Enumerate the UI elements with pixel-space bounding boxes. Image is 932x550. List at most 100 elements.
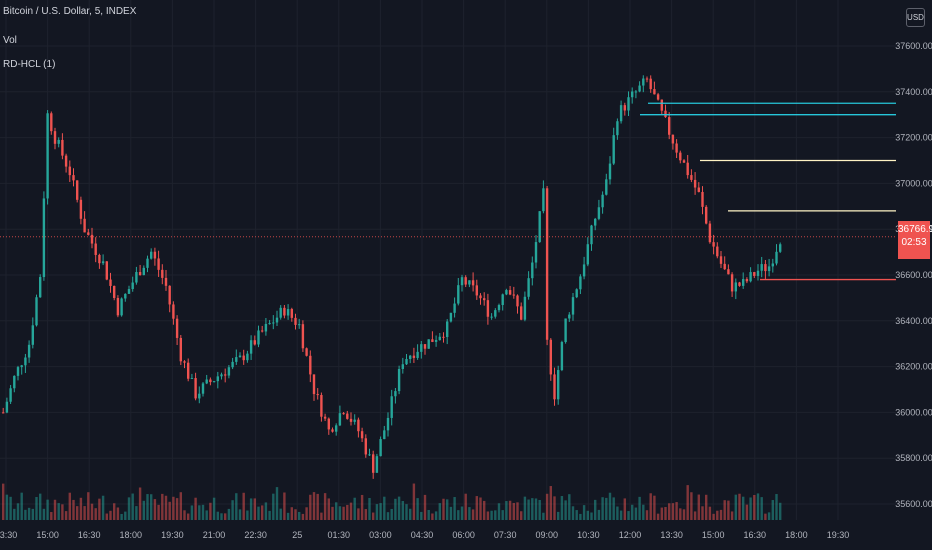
volume-bar bbox=[209, 502, 212, 520]
volume-bar bbox=[172, 496, 175, 520]
candle-body bbox=[394, 391, 397, 397]
volume-bar bbox=[723, 500, 726, 520]
candle-body bbox=[172, 304, 175, 319]
candle-body bbox=[53, 131, 57, 144]
candle-body bbox=[72, 175, 75, 181]
candle-body bbox=[505, 290, 508, 295]
candle-body bbox=[342, 413, 345, 415]
candle-body bbox=[105, 261, 108, 280]
volume-bar bbox=[68, 492, 71, 520]
volume-bar bbox=[542, 512, 545, 520]
candle-body bbox=[468, 280, 471, 285]
candle-body bbox=[557, 370, 560, 400]
candle-body bbox=[705, 206, 708, 224]
candle-body bbox=[201, 383, 205, 394]
volume-bar bbox=[427, 509, 430, 520]
volume-legend[interactable]: Vol bbox=[3, 35, 17, 46]
volume-bar bbox=[634, 507, 638, 520]
volume-bar bbox=[749, 497, 752, 520]
candle-body bbox=[416, 351, 419, 358]
indicator-legend[interactable]: RD-HCL (1) bbox=[3, 59, 56, 70]
volume-bar bbox=[716, 510, 719, 520]
candle-body bbox=[198, 393, 201, 399]
volume-bar bbox=[142, 500, 145, 520]
price-tick-label: 36400.00 bbox=[895, 316, 932, 326]
candle-body bbox=[494, 310, 497, 317]
candle-body bbox=[379, 439, 382, 457]
currency-button[interactable]: USD bbox=[906, 8, 925, 27]
candle-body bbox=[568, 314, 571, 319]
volume-bar bbox=[227, 508, 231, 520]
candle-body bbox=[471, 280, 475, 286]
candle-body bbox=[409, 355, 412, 359]
volume-bar bbox=[2, 483, 5, 520]
candle-body bbox=[431, 339, 434, 342]
candle-body bbox=[57, 139, 60, 144]
candle-body bbox=[79, 199, 83, 219]
candle-body bbox=[438, 336, 441, 341]
volume-bar bbox=[486, 511, 490, 520]
volume-bar bbox=[608, 492, 612, 520]
volume-bar bbox=[79, 497, 83, 520]
candle-body bbox=[242, 355, 245, 361]
volume-bar bbox=[13, 508, 16, 520]
time-tick-label: 03:00 bbox=[369, 530, 392, 540]
candle-body bbox=[120, 298, 123, 316]
volume-bar bbox=[405, 504, 408, 520]
candle-body bbox=[749, 272, 752, 282]
price-axis[interactable]: 35600.00 35800.00 36000.00 36200.00 36400.00… bbox=[895, 41, 932, 509]
candle-body bbox=[397, 368, 401, 392]
volume-bar bbox=[124, 511, 127, 520]
volume-bar bbox=[364, 509, 367, 520]
volume-bar bbox=[64, 511, 68, 520]
candle-body bbox=[390, 396, 393, 418]
volume-bar bbox=[697, 494, 700, 520]
candle-body bbox=[775, 251, 778, 264]
volume-bar bbox=[738, 493, 741, 520]
candle-body bbox=[716, 246, 719, 257]
time-tick-label: 13:30 bbox=[660, 530, 683, 540]
candle-body bbox=[745, 279, 749, 282]
volume-bar bbox=[534, 498, 538, 520]
volume-bar bbox=[235, 493, 238, 520]
candle-body bbox=[501, 294, 504, 306]
volume-bar bbox=[582, 505, 586, 520]
candle-body bbox=[423, 344, 427, 349]
candle-body bbox=[616, 121, 619, 136]
volume-bar bbox=[201, 504, 205, 520]
candle-body bbox=[286, 309, 290, 316]
volume-bar bbox=[560, 496, 564, 520]
candle-body bbox=[253, 340, 256, 345]
candle-body bbox=[5, 401, 9, 413]
candle-body bbox=[742, 279, 745, 286]
volume-bar bbox=[527, 499, 530, 520]
time-tick-label: 04:30 bbox=[411, 530, 434, 540]
volume-bar bbox=[756, 493, 760, 520]
candle-body bbox=[261, 330, 264, 332]
candle-body bbox=[760, 264, 763, 271]
candle-body bbox=[31, 325, 34, 345]
candle-body bbox=[464, 277, 467, 285]
volume-bar bbox=[475, 496, 478, 520]
time-tick-label: 07:30 bbox=[494, 530, 517, 540]
volume-bar bbox=[72, 499, 75, 520]
volume-bar bbox=[87, 492, 90, 520]
candle-body bbox=[135, 272, 138, 283]
volume-bar bbox=[50, 512, 53, 520]
candle-body bbox=[601, 194, 604, 208]
candle-body bbox=[150, 251, 153, 259]
candle-body bbox=[453, 303, 456, 313]
volume-bar bbox=[231, 500, 234, 520]
candle-body bbox=[631, 91, 634, 98]
time-tick-label: 15:00 bbox=[36, 530, 59, 540]
time-axis[interactable]: 13:30 15:00 16:30 18:00 19:30 21:00 22:30 25 01:… bbox=[0, 530, 849, 540]
volume-bar bbox=[416, 498, 419, 520]
volume-bar bbox=[360, 494, 364, 520]
candle-body bbox=[479, 295, 482, 299]
candle-body bbox=[734, 282, 737, 292]
volume-bar bbox=[431, 513, 434, 520]
candle-body bbox=[109, 279, 112, 286]
symbol-title[interactable]: Bitcoin / U.S. Dollar, 5, INDEX bbox=[3, 6, 137, 17]
volume-bar bbox=[760, 497, 763, 520]
